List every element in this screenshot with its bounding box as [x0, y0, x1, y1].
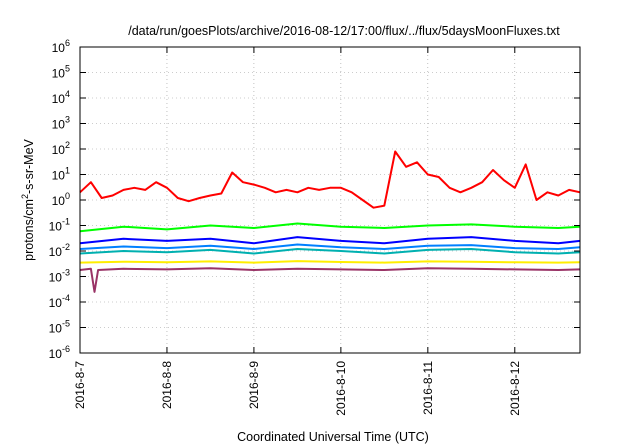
x-axis-ticks: 2016-8-7 2016-8-8 2016-8-9 2016-8-10 2016-8-…: [73, 47, 522, 416]
x-tick-label: 2016-8-9: [247, 361, 261, 409]
y-tick-exponent: 1: [65, 166, 70, 176]
x-axis-title: Coordinated Universal Time (UTC): [237, 430, 429, 444]
y-axis-title-main: protons/cm: [22, 199, 36, 261]
y-tick-exponent: 2: [65, 140, 70, 150]
series-line-1: [79, 150, 581, 209]
x-tick-label: 2016-8-7: [73, 361, 87, 409]
x-tick-label: 2016-8-10: [334, 361, 348, 416]
y-tick-base: 10: [52, 92, 66, 106]
y-tick-exponent: -1: [62, 217, 70, 227]
y-tick-label: 102: [52, 140, 70, 157]
y-tick-base: 10: [49, 322, 63, 336]
y-axis-title: protons/cm2-s-sr-MeV: [20, 138, 36, 260]
y-tick-base: 10: [49, 347, 63, 361]
y-tick-label: 106: [52, 38, 70, 55]
y-tick-label: 10-4: [49, 293, 70, 310]
series-line-2: [79, 222, 581, 233]
y-tick-exponent: -3: [62, 268, 70, 278]
y-tick-label: 105: [52, 64, 70, 81]
y-tick-base: 10: [52, 194, 66, 208]
y-tick-exponent: -2: [62, 242, 70, 252]
chart-title: /data/run/goesPlots/archive/2016-08-12/1…: [128, 24, 560, 38]
y-tick-label: 101: [52, 166, 70, 183]
y-tick-base: 10: [49, 220, 63, 234]
x-tick-label: 2016-8-11: [421, 361, 435, 415]
y-tick-exponent: 3: [65, 115, 70, 125]
y-tick-exponent: 4: [65, 89, 70, 99]
y-tick-base: 10: [52, 67, 66, 81]
y-axis-ticks: 10-610-510-410-310-210-11001011021031041…: [49, 38, 580, 361]
series-line-7: [79, 267, 581, 293]
y-tick-base: 10: [52, 169, 66, 183]
y-tick-base: 10: [49, 271, 63, 285]
y-tick-base: 10: [52, 41, 66, 55]
y-tick-exponent: 5: [65, 64, 70, 74]
y-tick-exponent: -6: [62, 344, 70, 354]
y-axis-title-rest: -s-sr-MeV: [22, 138, 36, 194]
y-tick-base: 10: [52, 143, 66, 157]
y-tick-label: 10-3: [49, 268, 70, 285]
x-tick-label: 2016-8-12: [508, 361, 522, 416]
y-tick-label: 10-2: [49, 242, 70, 259]
y-tick-base: 10: [49, 245, 63, 259]
y-tick-label: 104: [52, 89, 70, 106]
y-tick-label: 10-6: [49, 344, 70, 361]
y-tick-label: 103: [52, 115, 70, 132]
y-tick-exponent: -5: [62, 319, 70, 329]
y-tick-label: 10-1: [49, 217, 70, 234]
series-line-6: [79, 260, 581, 264]
y-axis-title-sup: 2: [20, 194, 30, 199]
x-tick-label: 2016-8-8: [160, 361, 174, 409]
y-tick-label: 100: [52, 191, 70, 208]
y-tick-exponent: 6: [65, 38, 70, 48]
gridlines: [79, 47, 580, 353]
series-group: [79, 150, 581, 293]
y-tick-exponent: -4: [62, 293, 70, 303]
y-tick-base: 10: [49, 296, 63, 310]
series-line-4: [79, 243, 581, 250]
series-line-5: [79, 248, 581, 255]
y-tick-base: 10: [52, 118, 66, 132]
y-tick-exponent: 0: [65, 191, 70, 201]
series-line-3: [79, 236, 581, 245]
y-tick-label: 10-5: [49, 319, 70, 336]
